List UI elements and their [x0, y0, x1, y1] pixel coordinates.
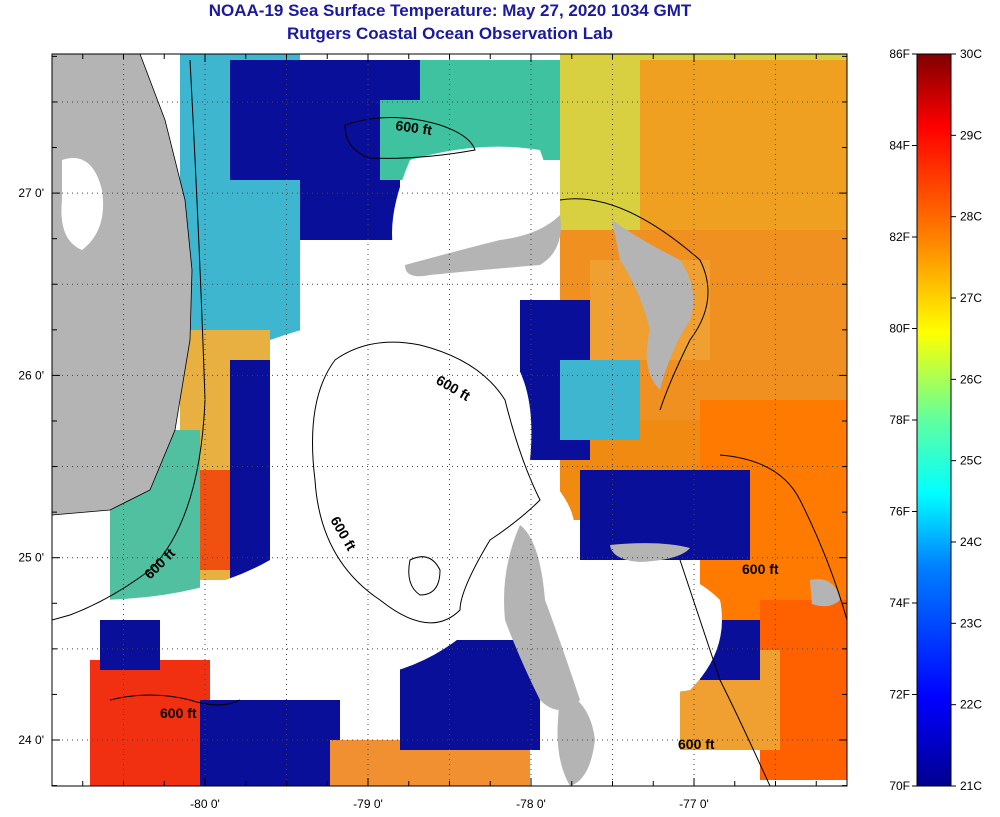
map-panel: 600 ft 600 ft 600 ft 600 ft 600 ft 600 f… [52, 54, 847, 786]
sst-field [90, 54, 847, 786]
colorbar-fahrenheit-label: 70F [889, 779, 910, 793]
graticule [52, 54, 847, 786]
colorbar-fahrenheit-label: 84F [889, 139, 910, 153]
colorbar-scale [916, 53, 952, 787]
latitude-label: 25 0' [18, 551, 44, 565]
latitude-label: 27 0' [18, 186, 44, 200]
colorbar-fahrenheit-label: 86F [889, 47, 910, 61]
isobath-label-1: 600 ft [395, 117, 434, 138]
colorbar-fahrenheit-label: 80F [889, 322, 910, 336]
coastline [52, 54, 193, 516]
isobath-label-7: 600 ft [678, 736, 715, 752]
colorbar-celsius-label: 22C [960, 698, 982, 712]
colorbar-celsius-label: 27C [960, 291, 982, 305]
longitude-label: -77 0' [679, 797, 709, 811]
colorbar-celsius-label: 29C [960, 128, 982, 142]
latitude-labels: 27 0' 26 0' 25 0' 24 0' [18, 186, 44, 747]
colorbar-fahrenheit-label: 82F [889, 230, 910, 244]
colorbar-celsius-label: 30C [960, 47, 982, 61]
colorbar: 86F 84F 82F 80F 78F 76F 74F 72F 70F 30C 29C 28C 27C 2… [889, 47, 982, 793]
longitude-label: -80 0' [190, 797, 220, 811]
latitude-label: 26 0' [18, 368, 44, 382]
colorbar-fahrenheit-label: 72F [889, 688, 910, 702]
colorbar-fahrenheit-label: 76F [889, 505, 910, 519]
isobath-contours [52, 59, 847, 786]
title-line-2: Rutgers Coastal Ocean Observation Lab [287, 24, 613, 43]
colorbar-celsius-label: 21C [960, 779, 982, 793]
map-ticks [52, 54, 847, 787]
longitude-labels: -80 0' -79 0' -78 0' -77 0' [190, 797, 709, 811]
colorbar-celsius-label: 28C [960, 210, 982, 224]
longitude-label: -79 0' [353, 797, 383, 811]
colorbar-celsius-label: 24C [960, 535, 982, 549]
colorbar-fahrenheit-label: 78F [889, 413, 910, 427]
isobath-label-5: 600 ft [742, 561, 779, 577]
colorbar-fahrenheit-label: 74F [889, 596, 910, 610]
colorbar-celsius-label: 23C [960, 616, 982, 630]
title-line-1: NOAA-19 Sea Surface Temperature: May 27,… [208, 1, 692, 20]
colorbar-celsius-label: 26C [960, 372, 982, 386]
longitude-label: -78 0' [516, 797, 546, 811]
colorbar-celsius-label: 25C [960, 454, 982, 468]
latitude-label: 24 0' [18, 733, 44, 747]
isobath-label-6: 600 ft [160, 705, 197, 721]
